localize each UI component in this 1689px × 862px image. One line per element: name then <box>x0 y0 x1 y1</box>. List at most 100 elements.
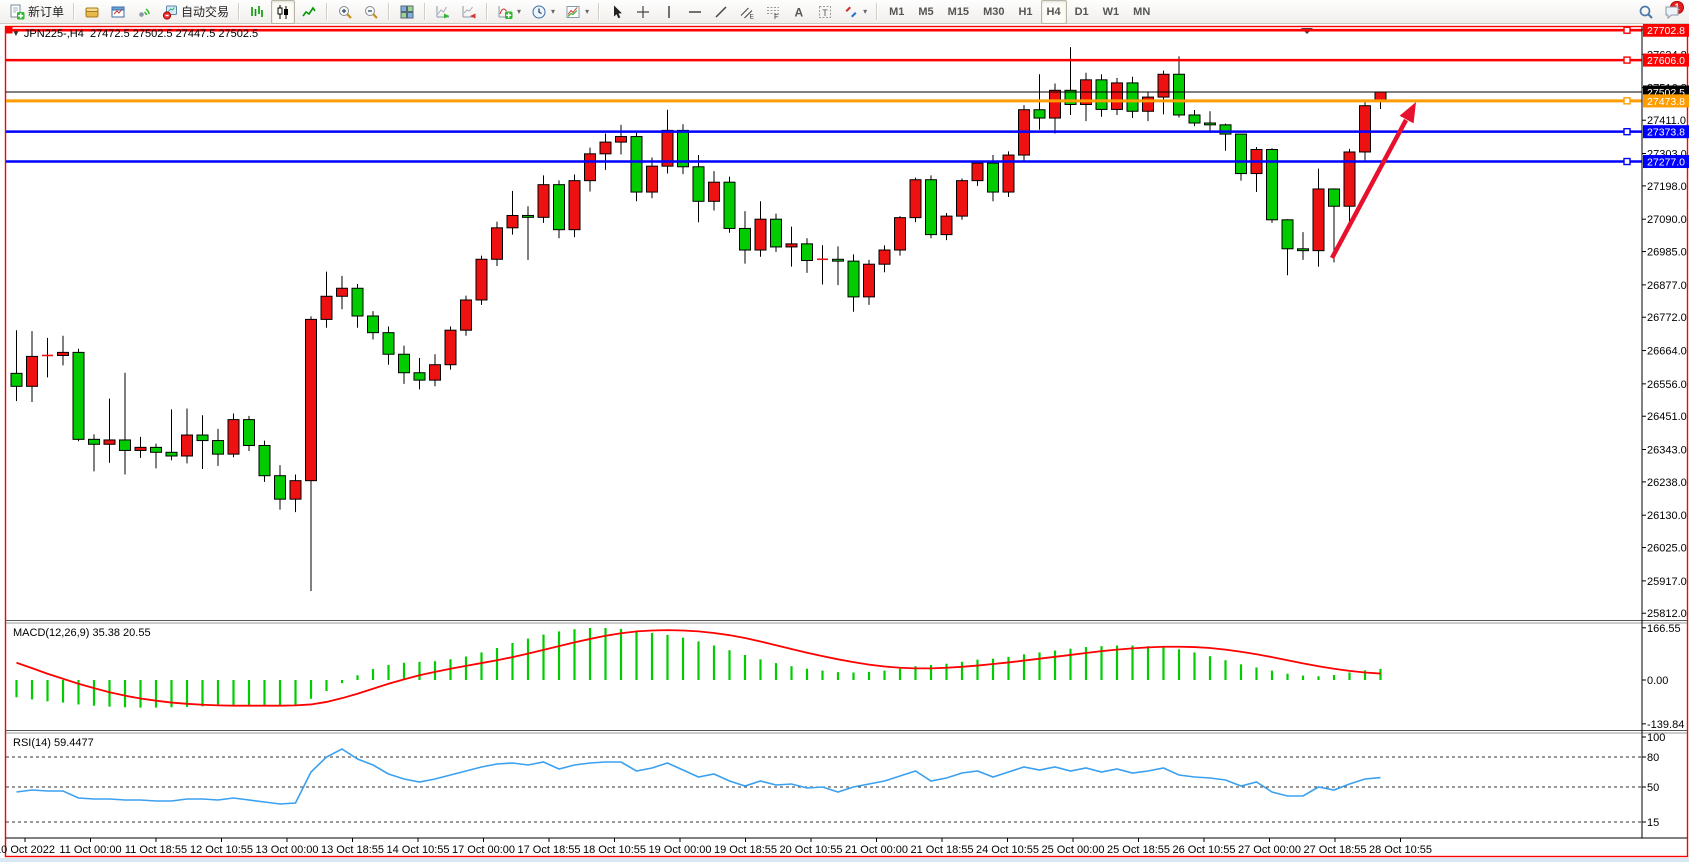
label-button[interactable]: T <box>813 0 837 24</box>
trend-arrow-line[interactable] <box>1330 118 1408 260</box>
hline-handle[interactable] <box>1623 127 1631 136</box>
chart-title-dropdown-icon[interactable]: ▼ <box>12 29 20 38</box>
new-order-button[interactable]: 新订单 <box>5 0 68 24</box>
text-button[interactable]: A <box>787 0 811 24</box>
fibonacci-button[interactable]: F <box>761 0 785 24</box>
toolbar-separator <box>486 3 489 20</box>
svg-text:E: E <box>750 13 755 20</box>
timeframe-h1[interactable]: H1 <box>1012 0 1038 24</box>
timeframe-h4[interactable]: H4 <box>1040 0 1067 24</box>
candle-body <box>491 227 503 260</box>
toolbar-separator <box>73 3 76 20</box>
periods-button[interactable]: ▾ <box>527 0 559 24</box>
rsi-indicator-label: RSI(14) 59.4477 <box>13 737 94 749</box>
line-chart-button[interactable] <box>297 0 321 24</box>
hline-handle[interactable] <box>1623 56 1631 64</box>
timeframe-d1[interactable]: D1 <box>1069 0 1095 24</box>
indicators-button[interactable]: ▾ <box>493 0 525 24</box>
candle-body <box>723 181 736 229</box>
candle-body <box>1219 124 1232 135</box>
timeframe-mn[interactable]: MN <box>1127 0 1156 24</box>
candle-body <box>537 184 550 218</box>
price-tick-label: 26985.0 <box>1647 247 1687 259</box>
candle-body <box>413 372 426 381</box>
time-tick-label: 19 Oct 18:55 <box>714 844 777 856</box>
candle-body <box>26 355 38 387</box>
hline-handle[interactable] <box>1623 97 1631 105</box>
timeframe-m5[interactable]: M5 <box>912 0 939 24</box>
price-badge <box>1643 94 1689 108</box>
candle-body <box>305 318 317 482</box>
profiles-button[interactable] <box>80 0 104 24</box>
hline-handle[interactable] <box>1623 157 1631 166</box>
candle-body <box>1297 248 1309 252</box>
candle-body <box>1188 114 1201 124</box>
price-tick-label: 27198.0 <box>1647 181 1687 193</box>
bar-chart-button[interactable] <box>245 0 269 24</box>
vline-icon <box>661 4 677 20</box>
crosshair-button[interactable] <box>631 0 655 24</box>
zoom-in-button[interactable] <box>333 0 357 24</box>
candle-chart-button[interactable] <box>271 0 296 24</box>
candle-body <box>475 258 488 301</box>
arrows-icon <box>843 4 859 20</box>
channel-button[interactable]: E <box>735 0 759 24</box>
zoom-out-button[interactable] <box>359 0 383 24</box>
macd-signal-line <box>16 629 1381 707</box>
dropdown-arrow-icon[interactable]: ▾ <box>863 7 868 16</box>
price-badge-label: 27473.8 <box>1647 96 1685 108</box>
auto-scroll-button[interactable] <box>431 0 455 24</box>
signals-button[interactable] <box>132 0 156 24</box>
time-tick-label: 21 Oct 18:55 <box>911 844 974 856</box>
market-watch-button[interactable] <box>106 0 130 24</box>
macd-indicator-label: MACD(12,26,9) 35.38 20.55 <box>13 627 151 639</box>
tiles-icon <box>399 4 415 20</box>
horizontal-line-button[interactable] <box>683 0 707 24</box>
candle-body <box>553 184 565 231</box>
cursor-button[interactable] <box>605 0 629 24</box>
chart-shift-button[interactable] <box>457 0 481 24</box>
time-tick-label: 14 Oct 10:55 <box>387 844 450 856</box>
candle-body <box>522 214 534 218</box>
timeframe-w1[interactable]: W1 <box>1097 0 1126 24</box>
candle-body <box>1328 188 1340 207</box>
candle-body <box>1126 82 1139 112</box>
chat-button[interactable]: 1 <box>1660 0 1684 24</box>
candle-body <box>1049 89 1061 119</box>
templates-button[interactable]: ▾ <box>561 0 593 24</box>
dropdown-arrow-icon[interactable]: ▾ <box>585 7 590 16</box>
tile-windows-button[interactable] <box>395 0 419 24</box>
hline-handle[interactable] <box>1623 26 1631 34</box>
arrows-button[interactable]: ▾ <box>839 0 871 24</box>
candle-body <box>88 438 100 445</box>
rsi-line <box>16 748 1381 805</box>
timeframe-m1[interactable]: M1 <box>883 0 910 24</box>
dropdown-arrow-icon[interactable]: ▾ <box>551 7 556 16</box>
candle-body <box>134 446 147 451</box>
trend-arrow-head[interactable] <box>1399 102 1416 124</box>
candle-body <box>444 329 457 366</box>
rsi-tick-label: 15 <box>1647 817 1659 829</box>
bars-icon <box>249 4 265 20</box>
search-button[interactable] <box>1634 0 1658 24</box>
trendline-button[interactable] <box>709 0 733 24</box>
vertical-line-button[interactable] <box>657 0 681 24</box>
candle-body <box>909 179 922 219</box>
autotrading-button-label: 自动交易 <box>181 5 230 19</box>
dropdown-arrow-icon[interactable]: ▾ <box>517 7 522 16</box>
price-tick-label: 25917.0 <box>1647 576 1687 588</box>
price-badge <box>1643 125 1689 139</box>
candle-body <box>1266 149 1278 221</box>
macd-tick-label: 0.00 <box>1647 675 1668 687</box>
timeframe-m15-label: M15 <box>947 5 970 18</box>
doc-plus-icon <box>9 4 25 20</box>
candle-body <box>243 419 255 447</box>
timeframe-m30[interactable]: M30 <box>977 0 1010 24</box>
candle-body <box>754 218 767 251</box>
time-tick-label: 19 Oct 00:00 <box>649 844 712 856</box>
timeframe-m15[interactable]: M15 <box>942 0 975 24</box>
trendline-icon <box>713 4 729 20</box>
autotrading-button[interactable]: 自动交易 <box>158 0 233 24</box>
